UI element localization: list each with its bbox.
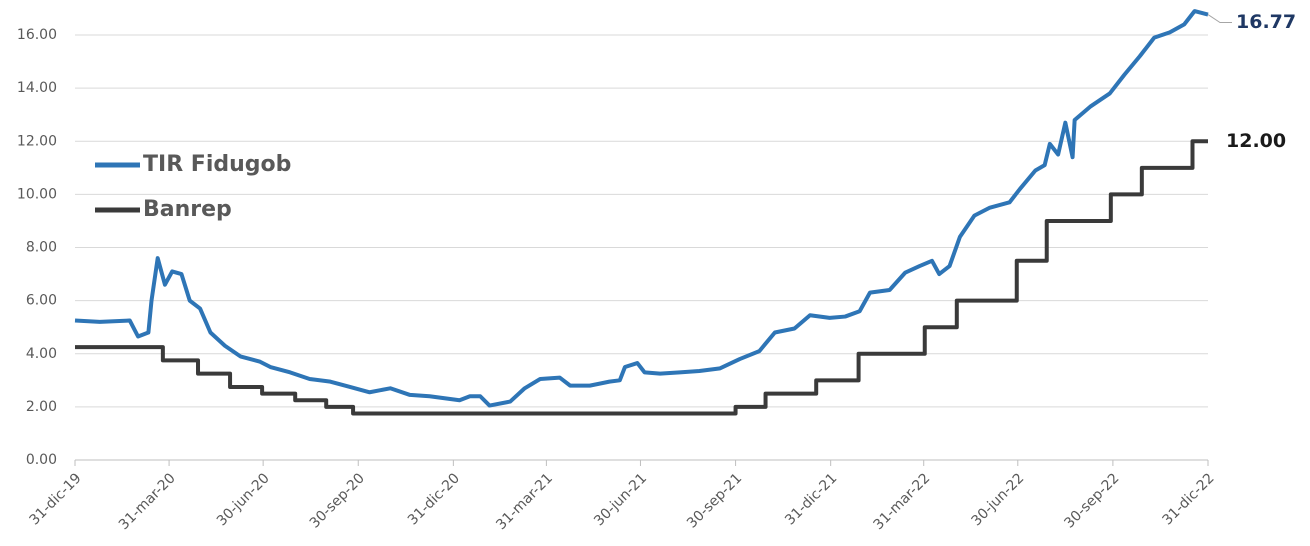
x-tick-label: 30-jun-22 xyxy=(968,470,1027,529)
series-line xyxy=(74,9,1209,408)
x-tick-label: 31-dic-22 xyxy=(1160,470,1218,528)
y-tick-label: 14.00 xyxy=(17,80,57,96)
x-tick-label: 30-jun-20 xyxy=(214,470,273,529)
y-tick-label: 12.00 xyxy=(17,133,57,149)
y-tick-label: 2.00 xyxy=(26,399,57,415)
y-tick-label: 16.00 xyxy=(17,27,57,43)
leader-line xyxy=(1207,14,1232,24)
x-tick-label: 30-sep-22 xyxy=(1061,470,1122,531)
y-tick-label: 8.00 xyxy=(26,240,57,256)
series-line xyxy=(75,139,1208,416)
y-tick-label: 0.00 xyxy=(26,452,57,468)
x-tick-label: 30-jun-21 xyxy=(591,470,650,529)
end-label: 16.77 xyxy=(1236,11,1296,33)
x-tick-label: 30-sep-20 xyxy=(307,470,368,531)
x-tick-label: 30-sep-21 xyxy=(684,470,745,531)
x-tick-label: 31-dic-19 xyxy=(27,470,85,528)
legend-label: Banrep xyxy=(143,197,232,222)
end-label: 12.00 xyxy=(1226,130,1286,152)
y-tick-label: 4.00 xyxy=(26,346,57,362)
x-tick-label: 31-dic-21 xyxy=(782,470,840,528)
x-tick-label: 31-mar-21 xyxy=(493,470,556,533)
y-tick-label: 10.00 xyxy=(17,186,57,202)
legend-label: TIR Fidugob xyxy=(143,152,291,177)
y-tick-label: 6.00 xyxy=(26,293,57,309)
x-tick-label: 31-mar-22 xyxy=(871,470,934,533)
x-tick-label: 31-dic-20 xyxy=(405,470,463,528)
x-tick-label: 31-mar-20 xyxy=(116,470,179,533)
